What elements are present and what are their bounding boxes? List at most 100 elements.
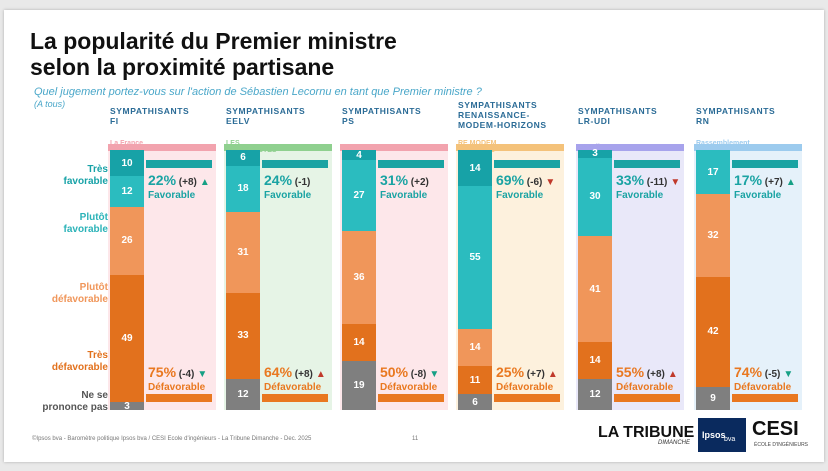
- party-header: SYMPATHISANTS LR-UDI: [578, 106, 657, 126]
- ipsos-bva-logo: Ipsos bva: [698, 418, 746, 452]
- la-tribune-dimanche-text: DIMANCHE: [658, 440, 691, 446]
- ipsos-word: Ipsos: [702, 430, 726, 440]
- slide: La popularité du Premier ministre selon …: [4, 10, 824, 462]
- trend-down-icon: ▼: [783, 369, 794, 380]
- favorable-delta: (+7): [762, 177, 783, 188]
- favorable-bar: [614, 160, 680, 168]
- favorable-bar: [146, 160, 212, 168]
- party-header: SYMPATHISANTS EELV: [226, 106, 305, 126]
- party-card-stripe: [694, 144, 802, 151]
- party-header-line: SYMPATHISANTS: [342, 106, 422, 116]
- defavorable-value: 74%: [734, 364, 763, 380]
- trend-up-icon: ▲: [785, 177, 796, 188]
- favorable-delta: (-11): [644, 177, 668, 188]
- defavorable-value: 64%: [264, 364, 293, 380]
- bar-segment: 18: [226, 165, 260, 213]
- row-label-nsp: Ne se prononce pas: [4, 390, 108, 414]
- favorable-delta: (+8): [176, 177, 197, 188]
- defavorable-bar: [494, 394, 560, 402]
- party-card-stripe: [576, 144, 684, 151]
- favorable-bar: [262, 160, 328, 168]
- party-card-stripe: [224, 144, 332, 151]
- bar-segment: 42: [696, 277, 730, 387]
- defavorable-bar: [262, 394, 328, 402]
- row-label-line: prononce pas: [42, 402, 108, 413]
- bar-segment: 6: [458, 394, 492, 410]
- trend-up-icon: ▲: [315, 369, 326, 380]
- trend-down-icon: ▼: [545, 177, 556, 188]
- favorable-label: Favorable: [496, 190, 544, 201]
- bva-word: bva: [724, 436, 736, 443]
- defavorable-label: Défavorable: [264, 382, 322, 393]
- bar-segment: 41: [578, 235, 612, 343]
- bar-segment: 14: [458, 329, 492, 366]
- favorable-label: Favorable: [734, 190, 782, 201]
- bar-segment: 17: [696, 150, 730, 195]
- party-card-stripe: [340, 144, 448, 151]
- bar-segment: 49: [110, 274, 144, 403]
- favorable-value: 24%: [264, 172, 293, 188]
- party-header: SYMPATHISANTS PS: [342, 106, 421, 126]
- bar-segment: 55: [458, 186, 492, 330]
- party-header: SYMPATHISANTS FI: [110, 106, 189, 126]
- favorable-delta: (+2): [408, 177, 429, 188]
- defavorable-total: 64% (+8) ▲: [264, 364, 326, 380]
- favorable-total: 17% (+7) ▲: [734, 172, 796, 188]
- party-header-line: LR-UDI: [578, 116, 611, 126]
- favorable-total: 69% (-6) ▼: [496, 172, 555, 188]
- page-number: 11: [412, 436, 419, 442]
- party-header-line: EELV: [226, 116, 250, 126]
- defavorable-value: 75%: [148, 364, 177, 380]
- row-label-plutot-defavorable: Plutôt défavorable: [4, 282, 108, 306]
- la-tribune-logo: LA TRIBUNE: [598, 424, 695, 441]
- bar-segment: 6: [226, 150, 260, 166]
- row-label-line: Plutôt: [79, 212, 108, 223]
- party-header: SYMPATHISANTS RN: [696, 106, 775, 126]
- party-header-line: RENAISSANCE-: [458, 110, 530, 120]
- favorable-bar: [494, 160, 560, 168]
- party-logo: PS: [342, 143, 352, 151]
- bar-segment: 3: [578, 148, 612, 159]
- row-label-tres-favorable: Très favorable: [4, 164, 108, 188]
- bar-segment: 10: [110, 150, 144, 176]
- favorable-delta: (-1): [292, 177, 311, 188]
- row-label-line: Très: [87, 350, 108, 361]
- defavorable-delta: (+7): [524, 369, 545, 380]
- favorable-label: Favorable: [616, 190, 664, 201]
- defavorable-label: Défavorable: [380, 382, 438, 393]
- favorable-total: 22% (+8) ▲: [148, 172, 210, 188]
- title-line-2: selon la proximité partisane: [30, 54, 335, 80]
- party-header-line: PS: [342, 116, 355, 126]
- row-label-line: défavorable: [51, 294, 108, 305]
- defavorable-label: Défavorable: [734, 382, 792, 393]
- defavorable-delta: (-8): [408, 369, 427, 380]
- favorable-bar: [378, 160, 444, 168]
- row-label-line: Très: [87, 164, 108, 175]
- party-header-line: SYMPATHISANTS: [458, 100, 538, 110]
- bar-segment: 14: [578, 342, 612, 379]
- favorable-value: 17%: [734, 172, 763, 188]
- defavorable-bar: [614, 394, 680, 402]
- row-label-plutot-favorable: Plutôt favorable: [4, 212, 108, 236]
- trend-up-icon: ▲: [547, 369, 558, 380]
- defavorable-value: 25%: [496, 364, 525, 380]
- defavorable-total: 74% (-5) ▼: [734, 364, 793, 380]
- footer-source: ©Ipsos bva - Baromètre politique Ipsos b…: [32, 436, 312, 442]
- defavorable-total: 75% (-4) ▼: [148, 364, 207, 380]
- favorable-label: Favorable: [148, 190, 196, 201]
- favorable-total: 31% (+2): [380, 172, 429, 188]
- bar-segment: 33: [226, 293, 260, 379]
- party-header-line: SYMPATHISANTS: [696, 106, 776, 116]
- party-card-stripe: [456, 144, 564, 151]
- bar-segment: 26: [110, 207, 144, 275]
- defavorable-label: Défavorable: [496, 382, 554, 393]
- bar-segment: 12: [110, 176, 144, 208]
- bar-segment: 9: [696, 386, 730, 410]
- cesi-logo: CESI: [752, 418, 799, 440]
- defavorable-total: 55% (+8) ▲: [616, 364, 678, 380]
- defavorable-value: 50%: [380, 364, 409, 380]
- bar-segment: 12: [578, 378, 612, 410]
- trend-down-icon: ▼: [197, 369, 208, 380]
- favorable-value: 31%: [380, 172, 409, 188]
- row-label-tres-defavorable: Très défavorable: [4, 350, 108, 374]
